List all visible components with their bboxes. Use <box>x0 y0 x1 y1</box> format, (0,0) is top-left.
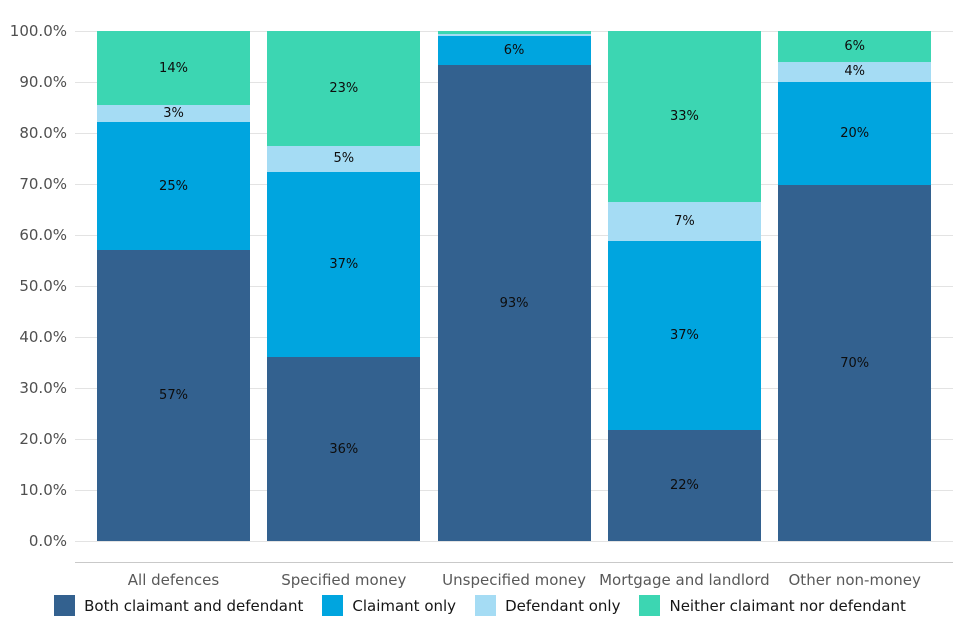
x-axis-line <box>75 562 953 563</box>
x-axis-labels: All defences Specified money Unspecified m… <box>0 571 960 593</box>
segment-both-claimant-and-defendant: 93% <box>437 65 591 541</box>
segment-neither-claimant-nor-defendant: 23% <box>267 31 421 146</box>
y-tick-label: 60.0% <box>19 226 67 244</box>
plot-area: 14% 3% 25% 57% 23% 5% 37% 36% 6% 93% 33% 7% 37% 22% 6%… <box>75 31 953 542</box>
bar-value-label: 33% <box>669 108 699 124</box>
bar-value-label: 5% <box>333 151 355 167</box>
y-tick-label: 20.0% <box>19 430 67 448</box>
bar-value-label: 20% <box>840 126 870 142</box>
y-tick-label: 30.0% <box>19 379 67 397</box>
legend-item-neither-claimant-nor-defendant: Neither claimant nor defendant <box>639 595 906 616</box>
y-tick-label: 70.0% <box>19 175 67 193</box>
legend-item-defendant-only: Defendant only <box>475 595 620 616</box>
legend-swatch-both-claimant-and-defendant <box>54 595 76 616</box>
segment-both-claimant-and-defendant: 36% <box>267 357 421 541</box>
y-tick-label: 90.0% <box>19 73 67 91</box>
bar-value-label: 93% <box>499 295 529 311</box>
bar-value-label: 70% <box>840 355 870 371</box>
segment-both-claimant-and-defendant: 70% <box>778 185 932 541</box>
y-tick-label: 80.0% <box>19 124 67 142</box>
segment-defendant-only <box>437 34 591 37</box>
bar-value-label: 37% <box>669 327 699 343</box>
y-tick-label: 100.0% <box>9 22 67 40</box>
segment-defendant-only: 7% <box>607 201 761 242</box>
x-tick-label-all-defences: All defences <box>127 571 220 589</box>
segment-claimant-only: 25% <box>97 121 250 251</box>
segment-claimant-only: 6% <box>437 36 591 66</box>
y-tick-label: 0.0% <box>28 532 67 550</box>
segment-neither-claimant-nor-defendant: 33% <box>607 31 761 202</box>
segment-claimant-only: 37% <box>607 241 761 430</box>
legend-item-claimant-only: Claimant only <box>322 595 456 616</box>
x-tick-label-specified-money: Specified money <box>281 571 407 589</box>
y-tick-label: 50.0% <box>19 277 67 295</box>
bar-other-non-money: 6% 4% 20% 70% <box>778 31 932 541</box>
x-tick-label-other-non-money: Other non-money <box>788 571 921 589</box>
bar-value-label: 25% <box>159 178 188 194</box>
segment-neither-claimant-nor-defendant: 6% <box>778 31 932 62</box>
bar-all-defences: 14% 3% 25% 57% <box>97 31 250 541</box>
segment-defendant-only: 4% <box>778 61 932 83</box>
bar-value-label: 14% <box>159 60 188 76</box>
bar-value-label: 6% <box>844 38 865 54</box>
legend-swatch-claimant-only <box>322 595 344 616</box>
segment-neither-claimant-nor-defendant <box>437 31 591 35</box>
legend-label: Defendant only <box>505 596 621 615</box>
segment-both-claimant-and-defendant: 57% <box>97 250 250 541</box>
legend-label: Both claimant and defendant <box>84 596 304 615</box>
bar-unspecified-money: 6% 93% <box>437 31 591 541</box>
bar-value-label: 36% <box>329 441 359 457</box>
bar-value-label: 57% <box>159 388 188 404</box>
bar-value-label: 3% <box>163 105 184 121</box>
legend-swatch-defendant-only <box>475 595 497 616</box>
legend: Both claimant and defendant Claimant only… <box>0 595 960 616</box>
y-axis-labels: 100.0% 90.0% 80.0% 70.0% 60.0% 50.0% 40.0% 30.0… <box>0 22 67 550</box>
legend-item-both-claimant-and-defendant: Both claimant and defendant <box>54 595 303 616</box>
x-tick-label-unspecified-money: Unspecified money <box>442 571 587 589</box>
x-tick-label-mortgage-and-landlord: Mortgage and landlord <box>599 571 770 589</box>
segment-defendant-only: 5% <box>267 145 421 172</box>
bar-value-label: 23% <box>329 80 359 96</box>
segment-defendant-only: 3% <box>97 104 250 122</box>
bar-value-label: 6% <box>503 43 525 59</box>
bar-value-label: 37% <box>329 257 359 273</box>
bar-mortgage-and-landlord: 33% 7% 37% 22% <box>607 31 761 541</box>
segment-neither-claimant-nor-defendant: 14% <box>97 31 250 105</box>
y-tick-label: 40.0% <box>19 328 67 346</box>
segment-claimant-only: 20% <box>778 82 932 186</box>
y-tick-label: 10.0% <box>19 481 67 499</box>
bar-value-label: 22% <box>669 477 699 493</box>
gridline <box>75 541 953 542</box>
segment-claimant-only: 37% <box>267 171 421 358</box>
bar-specified-money: 23% 5% 37% 36% <box>267 31 421 541</box>
legend-label: Claimant only <box>352 596 457 615</box>
bar-value-label: 7% <box>674 214 695 229</box>
bar-value-label: 4% <box>844 64 865 80</box>
legend-swatch-neither-claimant-nor-defendant <box>639 595 661 616</box>
legend-label: Neither claimant nor defendant <box>669 596 906 615</box>
segment-both-claimant-and-defendant: 22% <box>607 429 761 541</box>
